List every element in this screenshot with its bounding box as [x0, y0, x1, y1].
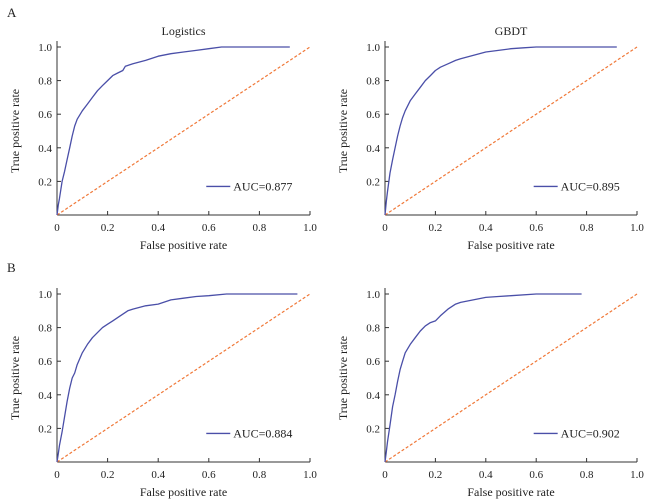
y-tick-label: 0.4 [38, 143, 52, 155]
chart-title: Logistics [162, 24, 206, 38]
roc-curve [384, 46, 617, 216]
x-tick-label: 0.4 [479, 222, 493, 234]
y-tick-label: 0.4 [366, 390, 380, 402]
y-tick-label: 0.6 [366, 356, 380, 368]
x-tick-label: 1.0 [630, 222, 644, 234]
y-tick-label: 1.0 [366, 289, 380, 301]
x-tick-label: 0.4 [151, 222, 165, 234]
panel-label-a: A [7, 5, 17, 20]
reference-diagonal [56, 293, 311, 463]
x-tick-label: 0 [54, 469, 60, 481]
y-tick-label: 0.2 [366, 423, 380, 435]
x-tick-label: 0.4 [479, 469, 493, 481]
y-axis-title: True positive rate [8, 89, 22, 173]
chart-title: GBDT [495, 24, 528, 38]
x-tick-label: 0.8 [253, 469, 267, 481]
x-tick-label: 0.2 [101, 469, 115, 481]
y-tick-label: 0.4 [38, 390, 52, 402]
x-tick-label: 0.2 [429, 222, 443, 234]
roc-chart-1: 0 0.2 0.4 0.6 0.8 1.0 0.2 0.4 0.6 0.8 1.0 False pos… [8, 24, 317, 252]
y-tick-label: 0.6 [38, 109, 52, 121]
legend-label: AUC=0.884 [233, 426, 292, 440]
y-tick-label: 0.8 [38, 76, 52, 88]
x-tick-label: 1.0 [303, 222, 317, 234]
y-tick-label: 0.2 [38, 176, 52, 188]
y-tick-label: 0.2 [366, 176, 380, 188]
x-axis-title: False positive rate [467, 238, 554, 252]
x-tick-label: 0.6 [202, 469, 216, 481]
y-tick-label: 0.4 [366, 143, 380, 155]
reference-diagonal [384, 46, 638, 216]
y-tick-label: 0.8 [38, 323, 52, 335]
y-tick-label: 1.0 [38, 289, 52, 301]
x-axis-title: False positive rate [140, 238, 227, 252]
x-tick-label: 0 [54, 222, 60, 234]
y-tick-label: 0.8 [366, 76, 380, 88]
x-tick-label: 0.2 [101, 222, 115, 234]
x-tick-label: 0.6 [202, 222, 216, 234]
roc-curve [384, 293, 582, 463]
y-tick-label: 0.6 [38, 356, 52, 368]
reference-diagonal [384, 293, 638, 463]
roc-curve [56, 293, 298, 463]
y-axis-title: True positive rate [8, 336, 22, 420]
y-tick-label: 1.0 [38, 42, 52, 54]
roc-chart-2: 0 0.2 0.4 0.6 0.8 1.0 0.2 0.4 0.6 0.8 1.0 False pos… [336, 24, 644, 252]
x-axis-title: False positive rate [140, 485, 227, 499]
x-tick-label: 0.8 [580, 222, 594, 234]
legend-label: AUC=0.895 [561, 179, 620, 193]
roc-chart-3: 0 0.2 0.4 0.6 0.8 1.0 0.2 0.4 0.6 0.8 1.0 False pos… [8, 288, 317, 499]
y-axis-title: True positive rate [336, 336, 350, 420]
y-axis-title: True positive rate [336, 89, 350, 173]
x-tick-label: 1.0 [303, 469, 317, 481]
legend-label: AUC=0.877 [233, 179, 292, 193]
roc-curve [56, 46, 290, 216]
x-axis-title: False positive rate [467, 485, 554, 499]
y-tick-label: 0.6 [366, 109, 380, 121]
panel-label-b: B [7, 260, 16, 275]
x-tick-label: 0.4 [151, 469, 165, 481]
x-tick-label: 0 [382, 222, 388, 234]
x-tick-label: 0.6 [529, 469, 543, 481]
roc-chart-4: 0 0.2 0.4 0.6 0.8 1.0 0.2 0.4 0.6 0.8 1.0 False pos… [336, 288, 644, 499]
legend-label: AUC=0.902 [561, 426, 620, 440]
x-tick-label: 0 [382, 469, 388, 481]
y-tick-label: 0.8 [366, 323, 380, 335]
x-tick-label: 0.6 [529, 222, 543, 234]
x-tick-label: 0.2 [429, 469, 443, 481]
x-tick-label: 0.8 [580, 469, 594, 481]
reference-diagonal [56, 46, 311, 216]
x-tick-label: 0.8 [253, 222, 267, 234]
y-tick-label: 0.2 [38, 423, 52, 435]
x-tick-label: 1.0 [630, 469, 644, 481]
y-tick-label: 1.0 [366, 42, 380, 54]
roc-plots: 0 0.2 0.4 0.6 0.8 1.0 0.2 0.4 0.6 0.8 1.0 False pos… [8, 24, 644, 499]
